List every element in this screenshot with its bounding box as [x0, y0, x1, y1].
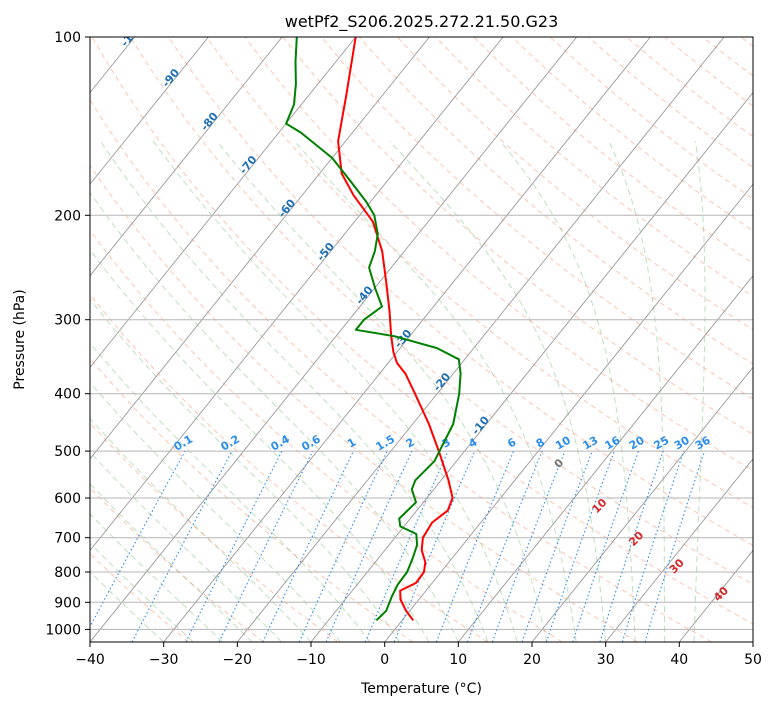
isotherm-line: [531, 366, 753, 642]
dry-adiabat-line: [90, 552, 190, 642]
isobar-gridlines: [90, 37, 753, 630]
isotherm-line: [310, 91, 753, 642]
mixing-ratio-line: [572, 450, 640, 642]
plot-frame: [89, 36, 754, 643]
isotherm-line: [90, 37, 504, 552]
isotherm-line: [90, 37, 357, 369]
mixing-ratio-line: [466, 450, 543, 642]
isotherm-line: [236, 37, 725, 642]
mixing-ratio-line: [325, 450, 413, 642]
mixing-ratio-lines: [90, 450, 706, 642]
mixing-ratio-line: [545, 450, 615, 642]
y-axis-ticks: 1000 900 800 700 600 500 400 300 200 100: [45, 30, 90, 638]
isotherm-line: [605, 458, 753, 642]
isotherm-line: [90, 37, 283, 277]
dry-adiabat-line: [129, 37, 753, 585]
dry-adiabat-line: [90, 293, 488, 642]
x-axis-ticks: −40 −30 −20 −10 0 10 20 30 40 50: [75, 642, 762, 668]
mixing-ratio-line: [644, 450, 706, 642]
x-tick-label: −20: [223, 652, 253, 668]
y-tick-label: 500: [54, 444, 81, 460]
y-tick-label: 200: [54, 208, 81, 224]
dry-adiabat-line: [244, 37, 753, 472]
y-tick-label: 400: [54, 387, 81, 403]
y-tick-label: 900: [54, 595, 81, 611]
dry-adiabat-line: [90, 229, 563, 642]
x-tick-label: −30: [149, 652, 179, 668]
x-tick-label: −40: [75, 652, 105, 668]
dry-adiabat-line: [320, 37, 753, 400]
dry-adiabat-line: [435, 37, 753, 297]
dewpoint-profile-line: [285, 37, 462, 622]
mixing-ratio-line: [185, 450, 283, 642]
x-tick-label: 20: [523, 652, 541, 668]
x-tick-label: 10: [449, 652, 467, 668]
dry-adiabat-line: [90, 98, 712, 642]
mixing-ratio-line: [521, 450, 593, 642]
x-tick-label: 40: [670, 652, 688, 668]
chart-title: wetPf2_S206.2025.272.21.50.G23: [285, 12, 559, 32]
dry-adiabat-line: [206, 37, 753, 509]
y-axis-label: Pressure (hPa): [12, 289, 28, 389]
mixing-ratio-line: [491, 450, 566, 642]
x-tick-label: −10: [296, 652, 326, 668]
mixing-ratio-line: [621, 450, 685, 642]
isotherm-line: [90, 37, 430, 460]
y-tick-label: 600: [54, 491, 81, 507]
y-tick-label: 700: [54, 531, 81, 547]
dry-adiabat-line: [90, 487, 264, 642]
mixing-ratio-line: [131, 450, 233, 642]
y-tick-label: 100: [54, 30, 81, 46]
dry-adiabat-line: [90, 357, 414, 642]
x-axis-label: Temperature (°C): [360, 681, 482, 697]
x-tick-label: 0: [380, 652, 389, 668]
mixing-ratio-line: [364, 450, 449, 642]
mixing-ratio-line: [393, 450, 476, 642]
x-tick-label: 30: [597, 652, 615, 668]
temperature-profile-line: [337, 37, 454, 621]
mixing-ratio-line: [90, 450, 186, 628]
dry-adiabat-line: [91, 37, 753, 625]
dry-adiabat-lines: [90, 37, 753, 642]
y-tick-label: 1000: [45, 622, 81, 638]
isotherm-lines: [90, 37, 753, 642]
y-tick-label: 300: [54, 313, 81, 329]
sounding-profiles: [285, 37, 462, 622]
dry-adiabat-line: [397, 37, 753, 331]
plot-area: 0.10.20.40.611.52346810131620253036-100-…: [90, 37, 753, 642]
y-tick-label: 800: [54, 565, 81, 581]
mixing-ratio-line: [435, 450, 515, 642]
isotherm-line: [90, 37, 209, 185]
dry-adiabat-line: [90, 164, 638, 642]
x-tick-label: 50: [744, 652, 762, 668]
mixing-ratio-line: [218, 450, 314, 642]
isotherm-line: [457, 275, 753, 642]
isotherm-line: [90, 37, 578, 642]
isotherm-line: [384, 183, 753, 642]
mixing-ratio-line: [599, 450, 664, 642]
